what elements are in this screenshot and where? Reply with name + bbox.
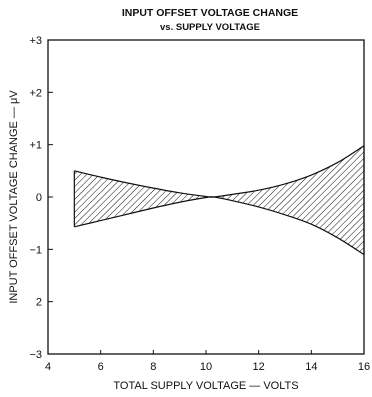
y-tick-label: 2 (36, 297, 42, 309)
x-tick-label: 14 (305, 361, 317, 373)
chart-subtitle: vs. SUPPLY VOLTAGE (160, 22, 260, 33)
x-tick-label: 8 (150, 361, 156, 373)
x-axis-label: TOTAL SUPPLY VOLTAGE — VOLTS (113, 380, 298, 392)
x-tick-label: 4 (45, 361, 51, 373)
tolerance-band (74, 145, 364, 255)
chart-title: INPUT OFFSET VOLTAGE CHANGE (122, 7, 298, 19)
y-axis-label: INPUT OFFSET VOLTAGE CHANGE — μV (8, 90, 20, 304)
x-tick-label: 12 (253, 361, 265, 373)
x-tick-label: 16 (358, 361, 370, 373)
y-tick-label: +3 (29, 35, 42, 47)
x-tick-label: 10 (200, 361, 212, 373)
y-tick-label: +2 (29, 87, 42, 99)
y-tick-label: −1 (29, 244, 42, 256)
x-tick-label: 6 (98, 361, 104, 373)
lower-bound-line (74, 196, 365, 256)
y-tick-label: −3 (29, 349, 42, 361)
y-axis-ticks: +3 +2 +1 0 −1 2 −3 (29, 35, 53, 361)
y-tick-label: +1 (29, 140, 42, 152)
plot-area (47, 39, 365, 355)
x-axis-ticks: 4 6 8 10 12 14 16 (45, 350, 370, 373)
y-tick-label: 0 (36, 192, 42, 204)
